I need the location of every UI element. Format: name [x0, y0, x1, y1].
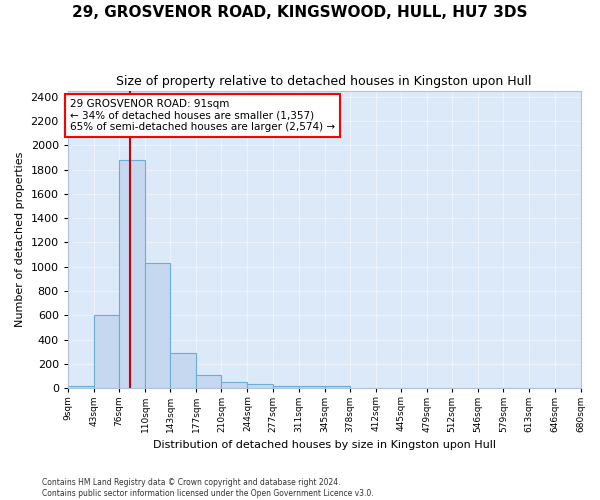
Bar: [325, 386, 350, 388]
Bar: [247, 384, 272, 388]
Bar: [299, 386, 325, 388]
Text: 29, GROSVENOR ROAD, KINGSWOOD, HULL, HU7 3DS: 29, GROSVENOR ROAD, KINGSWOOD, HULL, HU7…: [72, 5, 528, 20]
Bar: [196, 375, 221, 388]
Bar: [170, 353, 196, 388]
Text: Contains HM Land Registry data © Crown copyright and database right 2024.
Contai: Contains HM Land Registry data © Crown c…: [42, 478, 374, 498]
Bar: [145, 263, 170, 388]
Bar: [221, 382, 247, 388]
Text: 29 GROSVENOR ROAD: 91sqm
← 34% of detached houses are smaller (1,357)
65% of sem: 29 GROSVENOR ROAD: 91sqm ← 34% of detach…: [70, 99, 335, 132]
Bar: [94, 316, 119, 388]
Bar: [119, 160, 145, 388]
Y-axis label: Number of detached properties: Number of detached properties: [15, 152, 25, 327]
X-axis label: Distribution of detached houses by size in Kingston upon Hull: Distribution of detached houses by size …: [152, 440, 496, 450]
Bar: [272, 386, 299, 388]
Title: Size of property relative to detached houses in Kingston upon Hull: Size of property relative to detached ho…: [116, 75, 532, 88]
Bar: [68, 386, 94, 388]
